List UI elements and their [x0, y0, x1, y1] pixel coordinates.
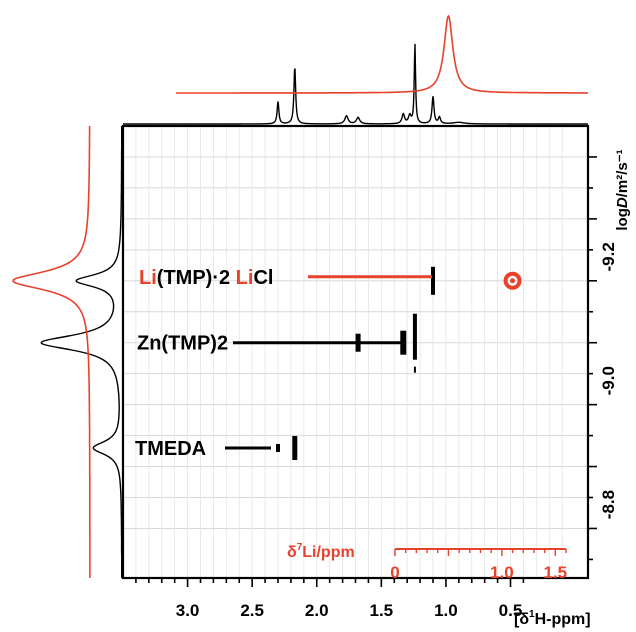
x-tick-label: 1.0	[434, 601, 458, 620]
x-tick-label: 0.5	[499, 601, 523, 620]
x-tick-label: 2.0	[305, 601, 329, 620]
x-tick-label: 2.5	[240, 601, 264, 620]
crosspeak-zn-tmp	[400, 330, 407, 355]
li7-axis-label: δ7Li/ppm	[287, 542, 355, 561]
li7-tick-label: 1.5	[543, 563, 567, 582]
y-axis-label: logD/m²/s⁻¹	[614, 149, 631, 230]
species-tmeda-label: TMEDA	[135, 438, 206, 460]
axis-ticks	[135, 156, 597, 587]
data-marks	[276, 266, 522, 460]
text-labels: 3.0 2.5 2.0 1.5 1.0 0.5[δ1H-ppm] -9.2 -9.0 -8.8 l…	[135, 149, 631, 628]
li7-tick-label: 0	[390, 563, 399, 582]
grid-lines	[123, 126, 588, 578]
li7-tick-label: 1.0	[490, 563, 514, 582]
diffusion-projection-red	[12, 126, 91, 578]
x-axis-label: [δ1H-ppm]	[514, 609, 591, 628]
x-tick-label: 3.0	[176, 601, 200, 620]
y-tick-label: -9.2	[599, 242, 618, 271]
crosspeak-li7	[503, 271, 522, 290]
h1-projection-spectrum	[123, 43, 588, 125]
crosspeak-li7-center	[510, 278, 516, 284]
crosspeak-tmeda-major	[292, 435, 298, 460]
y-tick-label: -8.8	[599, 490, 618, 519]
li7-projection-spectrum	[176, 14, 588, 94]
crosspeak-tmeda-minor	[276, 443, 280, 452]
species-zn-tmp-label: Zn(TMP)2	[137, 333, 228, 355]
crosspeak-zn-tmp	[412, 313, 417, 360]
projection-spectra	[12, 14, 588, 578]
y-tick-label: -9.0	[599, 366, 618, 395]
species-li-tmp-label: Li(TMP)·2 LiCl	[139, 267, 273, 289]
crosspeak-li-tmp-h1	[431, 266, 435, 295]
diffusion-projection-black	[40, 126, 123, 578]
x-tick-label: 1.5	[370, 601, 394, 620]
crosspeak-zn-tmp-minor	[413, 366, 416, 373]
